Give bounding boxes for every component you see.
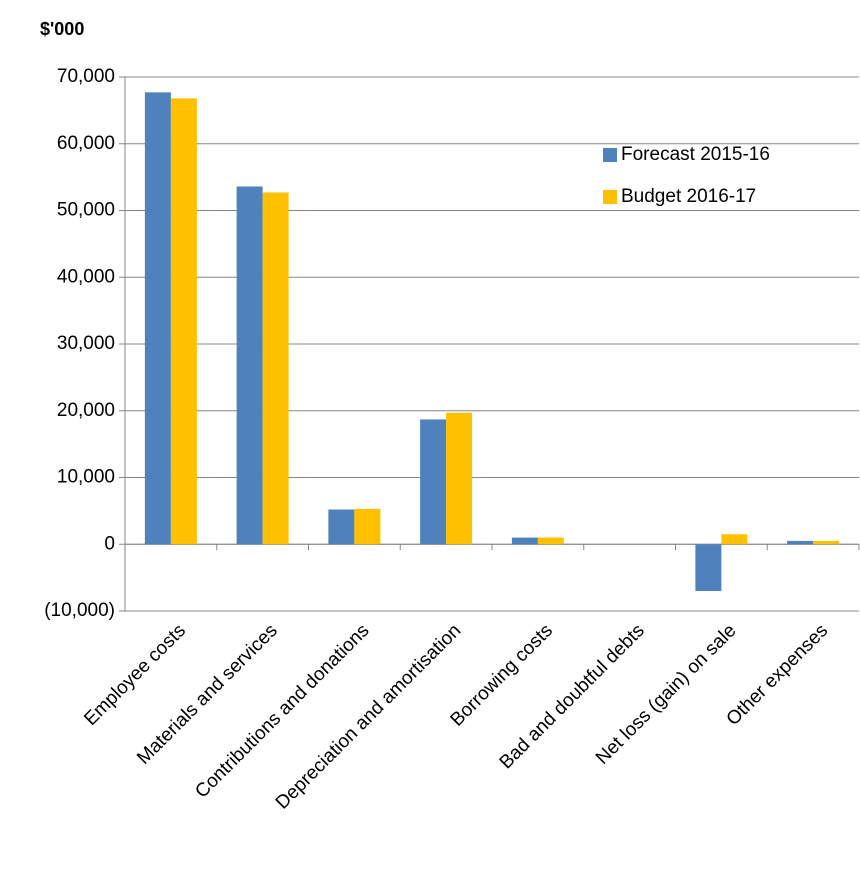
bar bbox=[262, 192, 289, 545]
x-tick-label: Contributions and donations bbox=[191, 620, 373, 802]
bar bbox=[695, 544, 722, 591]
y-axis-title: $'000 bbox=[40, 19, 84, 39]
bar bbox=[144, 92, 171, 545]
legend-label: Budget 2016-17 bbox=[621, 186, 756, 207]
y-tick-label: 20,000 bbox=[57, 400, 115, 421]
legend-label: Forecast 2015-16 bbox=[621, 144, 770, 165]
bar bbox=[813, 540, 840, 545]
y-tick-label: (10,000) bbox=[44, 600, 115, 621]
y-tick-label: 60,000 bbox=[57, 133, 115, 154]
bar bbox=[354, 508, 381, 545]
bar bbox=[170, 98, 197, 545]
y-tick-label: 70,000 bbox=[57, 66, 115, 87]
y-tick-label: 0 bbox=[104, 533, 115, 554]
bar bbox=[537, 537, 564, 545]
legend-swatch bbox=[603, 148, 617, 162]
y-tick-label: 50,000 bbox=[57, 200, 115, 221]
x-tick-label: Depreciation and amortisation bbox=[272, 620, 465, 813]
bar bbox=[787, 540, 814, 545]
bar bbox=[721, 534, 748, 545]
y-tick-label: 30,000 bbox=[57, 333, 115, 354]
bar bbox=[236, 186, 263, 545]
y-tick-label: 10,000 bbox=[57, 467, 115, 488]
legend-swatch bbox=[603, 190, 617, 204]
y-tick-label: 40,000 bbox=[57, 266, 115, 287]
bar bbox=[511, 537, 538, 545]
bar bbox=[420, 419, 447, 545]
bar bbox=[328, 509, 355, 545]
x-tick-label: Other expenses bbox=[723, 620, 833, 730]
bar bbox=[446, 412, 473, 545]
